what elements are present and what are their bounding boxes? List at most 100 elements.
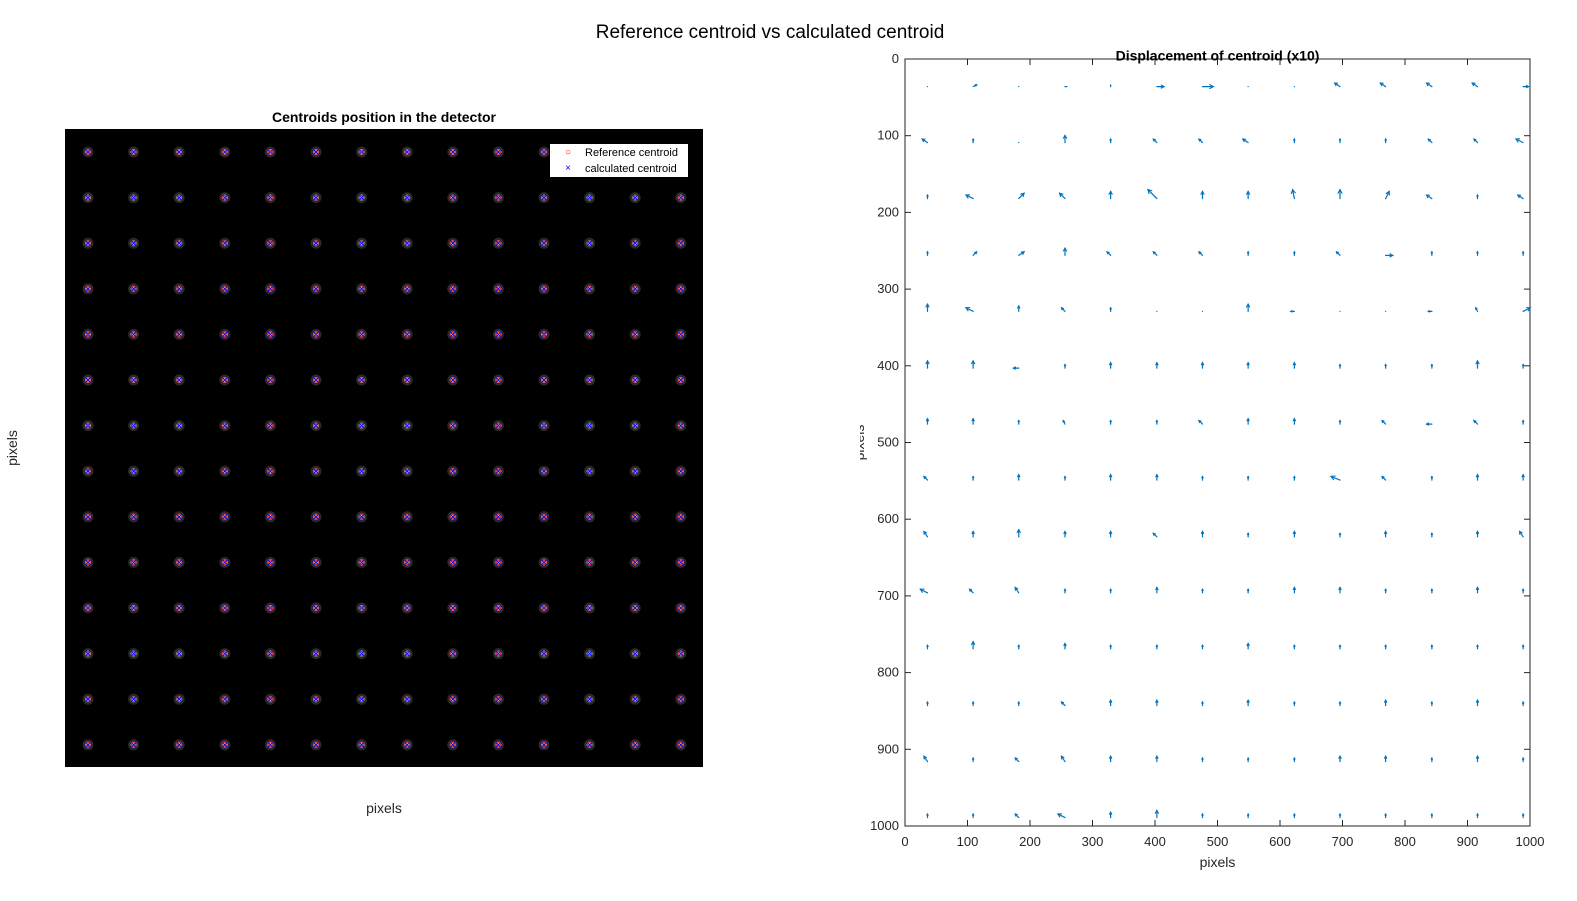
displacement-arrow	[1016, 473, 1021, 481]
reference-centroid-marker	[541, 422, 547, 429]
displacement-arrow	[1246, 250, 1250, 256]
spot	[128, 374, 140, 386]
reference-centroid-marker	[541, 742, 547, 748]
arrow-head	[1198, 138, 1202, 142]
spot	[584, 556, 596, 568]
calculated-centroid-marker	[267, 559, 273, 565]
calculated-centroid-marker	[632, 559, 638, 565]
spot	[675, 556, 687, 568]
arrow-head	[1521, 419, 1525, 423]
calculated-centroid-marker	[541, 377, 547, 383]
displacement-arrow	[1063, 588, 1067, 594]
arrow-head	[1201, 644, 1204, 648]
calculated-centroid-marker	[313, 696, 319, 702]
arrow-head	[1155, 586, 1159, 591]
reference-centroid-marker	[632, 742, 638, 748]
reference-centroid-marker	[541, 286, 547, 292]
spot	[401, 420, 413, 432]
arrow-head	[926, 250, 929, 254]
spot	[538, 328, 550, 340]
spot	[173, 374, 185, 386]
reference-centroid-marker	[313, 514, 319, 520]
calculated-centroid-marker	[85, 195, 91, 201]
spot	[128, 511, 140, 523]
spot	[447, 511, 459, 523]
displacement-arrow	[1292, 417, 1297, 425]
spot	[584, 693, 596, 705]
calculated-centroid-marker	[404, 696, 410, 702]
calculated-centroid-marker	[404, 742, 410, 748]
spot	[538, 602, 550, 614]
displacement-arrow	[1476, 250, 1479, 256]
calculated-centroid-marker	[541, 149, 547, 155]
displacement-arrow	[1384, 137, 1387, 144]
arrow-head	[1427, 309, 1431, 313]
displacement-arrow	[1333, 82, 1341, 88]
displacement-arrow	[1516, 194, 1524, 200]
arrow-head	[1514, 138, 1521, 143]
spot	[219, 328, 231, 340]
arrow-head	[1155, 644, 1159, 648]
arrow-head	[926, 644, 929, 648]
displacement-arrow	[1430, 588, 1434, 594]
arrow-head	[1521, 700, 1525, 704]
arrow-head	[1012, 366, 1017, 370]
spot	[447, 648, 459, 660]
spot	[310, 192, 322, 204]
arrow-head	[1521, 756, 1525, 760]
reference-centroid-marker	[358, 559, 365, 566]
spot	[492, 556, 504, 568]
displacement-arrow	[1292, 361, 1297, 369]
displacement-arrow	[1246, 756, 1250, 763]
arrow-head	[1292, 586, 1297, 591]
reference-centroid-marker	[130, 331, 137, 338]
spot	[492, 739, 504, 751]
spot	[82, 693, 94, 705]
calculated-centroid-marker	[632, 605, 638, 611]
calculated-centroid-marker	[587, 377, 593, 383]
spot	[356, 602, 368, 614]
displacement-arrow	[1430, 756, 1434, 763]
reference-centroid-marker	[450, 468, 456, 474]
spot	[538, 283, 550, 295]
x-tick-label: 700	[1332, 834, 1354, 849]
arrow-head	[1335, 250, 1340, 255]
spot	[82, 146, 94, 158]
reference-centroid-marker	[85, 559, 91, 566]
spot	[538, 465, 550, 477]
displacement-arrow	[1155, 755, 1159, 763]
reference-centroid-marker	[632, 422, 638, 429]
calculated-centroid-marker	[85, 240, 91, 246]
calculated-centroid-marker	[678, 377, 684, 383]
calculated-centroid-marker	[176, 559, 182, 565]
y-tick-label: 400	[877, 358, 899, 373]
calculated-centroid-marker	[450, 514, 456, 520]
spot	[447, 237, 459, 249]
reference-centroid-marker	[541, 650, 547, 657]
displacement-arrow	[971, 417, 975, 425]
calculated-centroid-marker	[131, 331, 137, 337]
calculated-centroid-marker	[678, 605, 684, 611]
spot	[356, 739, 368, 751]
arrow-head	[1063, 530, 1067, 535]
arrow-head	[1014, 757, 1018, 761]
spot	[629, 693, 641, 705]
calculated-centroid-marker	[176, 468, 182, 474]
reference-centroid-marker	[358, 286, 365, 292]
arrow-head	[1109, 137, 1112, 141]
reference-centroid-marker	[267, 331, 274, 338]
reference-centroid-marker	[404, 377, 410, 383]
arrow-head	[1063, 475, 1067, 479]
arrow-head	[1384, 137, 1387, 141]
reference-centroid-marker	[495, 377, 502, 383]
displacement-arrow	[1430, 250, 1434, 256]
displacement-arrow	[971, 812, 975, 819]
reference-centroid-marker	[222, 240, 228, 246]
spot	[492, 511, 504, 523]
arrow-head	[1201, 756, 1204, 760]
displacement-arrow	[921, 138, 929, 144]
y-tick-label: 700	[877, 588, 899, 603]
spot	[538, 192, 550, 204]
displacement-arrow	[1475, 473, 1480, 481]
arrow-head	[1383, 755, 1388, 759]
